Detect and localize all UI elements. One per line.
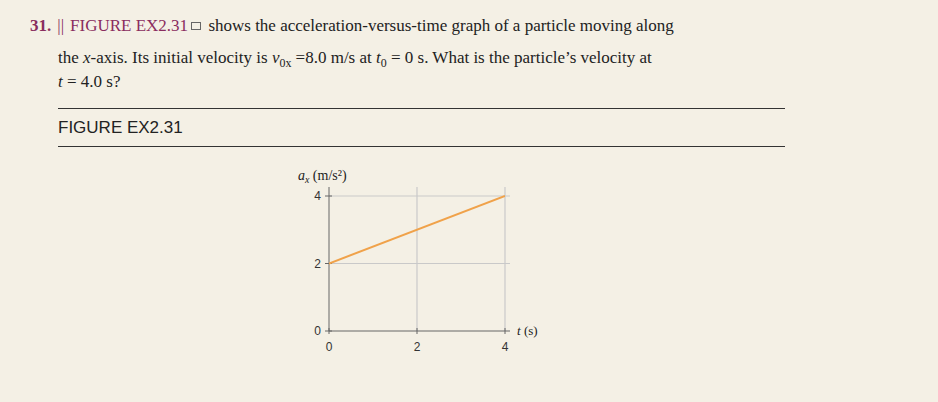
tick-label: 2 xyxy=(414,340,421,354)
text-part: = 4.0 s? xyxy=(63,72,121,91)
x-axis xyxy=(329,331,510,332)
y-axis-label: ax (m/s²) xyxy=(298,168,347,185)
text-part: = 0 s. What is the particle’s velocity a… xyxy=(387,48,652,67)
link-icon[interactable] xyxy=(191,22,201,30)
text-part: shows the acceleration-versus-time graph… xyxy=(204,16,674,35)
problem-line: the x-axis. Its initial velocity is v0x … xyxy=(58,48,652,71)
grid-line xyxy=(329,263,510,264)
text-part: t xyxy=(58,72,63,91)
tick xyxy=(505,328,506,334)
difficulty: || xyxy=(57,16,64,35)
chart: 024024ax (m/s²)t (s) xyxy=(0,0,938,402)
x-axis-label: t (s) xyxy=(517,323,538,338)
tick-label: 0 xyxy=(314,324,321,338)
problem-line: t = 4.0 s? xyxy=(58,72,120,92)
text-part: -axis. Its initial velocity is xyxy=(91,48,272,67)
tick xyxy=(325,196,332,197)
problem-number: 31. xyxy=(30,16,51,35)
plot-area xyxy=(329,196,505,264)
grid-line xyxy=(416,187,417,331)
figure-link[interactable]: FIGURE EX2.31 xyxy=(70,16,188,35)
text-part: the xyxy=(58,48,83,67)
text-part: t xyxy=(376,48,381,67)
grid-line xyxy=(329,195,510,196)
tick-label: 4 xyxy=(314,189,321,203)
text-part: v xyxy=(272,48,280,67)
text-part: 0 xyxy=(381,56,387,70)
tick-label: 4 xyxy=(502,340,509,354)
rule xyxy=(58,108,785,109)
y-axis xyxy=(329,187,330,331)
data-line xyxy=(329,196,505,264)
text-part: 0x xyxy=(279,56,291,70)
tick-label: 2 xyxy=(314,257,321,271)
label-part: a xyxy=(298,168,305,183)
rule xyxy=(58,146,785,147)
label-part: (m/s²) xyxy=(309,168,347,184)
tick xyxy=(325,331,332,332)
text-part: =8.0 m/s at xyxy=(291,48,376,67)
grid-line xyxy=(504,187,505,331)
problem-line: 31. || FIGURE EX2.31 shows the acceleratio… xyxy=(30,16,674,36)
text-part: x xyxy=(83,48,91,67)
tick xyxy=(417,328,418,334)
label-part: (s) xyxy=(521,323,538,338)
figure-label: FIGURE EX2.31 xyxy=(58,118,183,138)
tick-label: 0 xyxy=(326,340,333,354)
